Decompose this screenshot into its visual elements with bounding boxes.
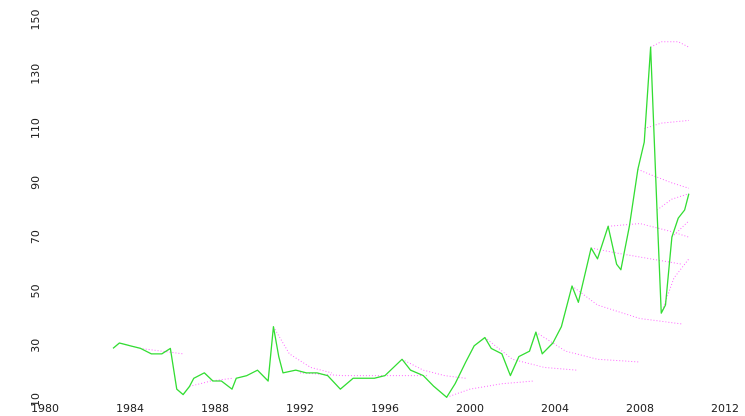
futures-curve: [644, 119, 689, 130]
x-tick-label: 1992: [286, 402, 314, 415]
y-tick-label: 110: [29, 118, 42, 139]
futures-curve: [571, 285, 683, 325]
x-tick-label: 1988: [201, 402, 229, 415]
futures-curve: [189, 377, 233, 387]
futures-curve: [656, 193, 690, 211]
y-tick-label: 30: [29, 339, 42, 353]
x-tick-label: 1996: [371, 402, 399, 415]
price-line: [112, 46, 690, 398]
x-tick-label: 2004: [541, 402, 569, 415]
y-tick-label: 150: [29, 10, 42, 31]
x-tick-label: 1984: [116, 402, 144, 415]
futures-curve: [484, 337, 577, 371]
y-tick-label: 90: [29, 176, 42, 190]
y-tick-label: 70: [29, 230, 42, 244]
x-tick-label: 2008: [626, 402, 654, 415]
futures-curve: [650, 41, 690, 48]
futures-curve: [446, 380, 534, 398]
y-tick-label: 130: [29, 64, 42, 85]
x-tick-label: 2000: [456, 402, 484, 415]
futures-curve: [671, 220, 690, 238]
futures-curve: [273, 326, 332, 374]
y-tick-label: 10: [29, 393, 42, 407]
x-tick-label: 2012: [711, 402, 739, 415]
x-tick-label: 1980: [31, 402, 59, 415]
futures-curve: [119, 342, 184, 355]
futures-curve: [535, 331, 641, 363]
y-tick-label: 50: [29, 284, 42, 298]
futures-curve: [637, 168, 690, 189]
futures-curve: [608, 223, 690, 238]
futures-curve: [591, 247, 683, 265]
